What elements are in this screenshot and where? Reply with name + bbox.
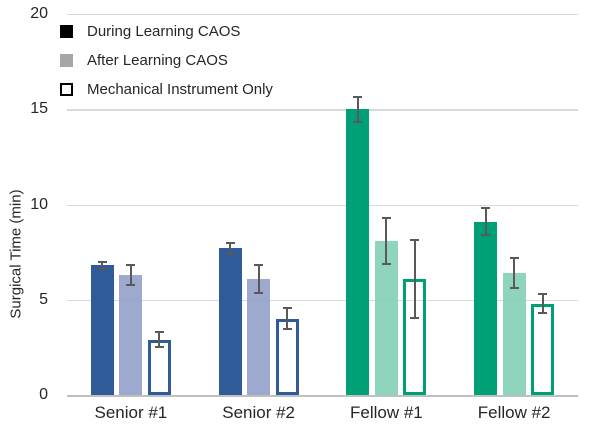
error-bar-mechanical-instrument-only-fellow-2 [538,293,548,315]
bar-during-learning-caos-fellow-2 [474,221,498,395]
error-bar-line [158,331,161,349]
y-tick-label-5: 5 [39,290,48,308]
error-bar-line [413,238,416,319]
error-bar-cap-top [353,95,363,98]
error-bar-cap-top [381,216,391,219]
error-bar-mechanical-instrument-only-fellow-1 [410,238,420,319]
error-bar-cap-top [282,307,292,310]
error-bar-line [229,241,232,255]
y-tick-label-0: 0 [39,386,48,403]
error-bar-cap-top [126,263,136,266]
error-bar-line [513,256,516,290]
error-bar-cap-top [410,238,420,241]
error-bar-cap-top [225,241,235,244]
error-bar-cap-bottom [282,328,292,331]
legend-item-mechanical-instrument-only: Mechanical Instrument Only [60,82,273,97]
bar-after-learning-caos-fellow-1 [374,240,398,395]
error-bar-cap-bottom [126,284,136,287]
error-bar-cap-bottom [509,287,519,290]
error-bar-cap-top [509,256,519,259]
error-bar-during-learning-caos-senior-1 [97,260,107,271]
error-bar-cap-top [481,207,491,210]
error-bar-cap-top [97,260,107,263]
error-bar-cap-bottom [481,233,491,236]
bar-after-learning-caos-fellow-2 [502,273,526,395]
error-bar-cap-bottom [154,346,164,349]
gridline-10 [67,204,578,206]
error-bar-cap-bottom [225,252,235,255]
error-bar-after-learning-caos-fellow-2 [509,256,519,290]
error-bar-after-learning-caos-fellow-1 [381,216,391,265]
legend: During Learning CAOS After Learning CAOS M… [60,24,273,111]
error-bar-cap-bottom [97,268,107,271]
gridline-15 [67,109,578,111]
error-bar-line [356,95,359,123]
error-bar-cap-top [254,263,264,266]
error-bar-line [101,260,104,271]
y-tick-label-15: 15 [30,100,48,118]
x-category-label-fellow-2: Fellow #2 [477,403,551,422]
error-bar-line [385,216,388,265]
x-category-label-senior-2: Senior #2 [222,403,296,422]
error-bar-after-learning-caos-senior-1 [126,263,136,287]
bar-after-learning-caos-senior-1 [119,275,143,395]
bar-mechanical-instrument-only-senior-2 [275,318,299,395]
y-tick-label-10: 10 [30,195,48,213]
error-bar-cap-bottom [538,312,548,315]
bar-during-learning-caos-senior-2 [218,248,242,395]
error-bar-during-learning-caos-senior-2 [225,241,235,255]
x-category-label-fellow-1: Fellow #1 [349,403,423,422]
legend-swatch-white-outlined-icon [60,83,73,96]
gridline-5 [67,299,578,302]
legend-label: After Learning CAOS [87,52,228,69]
error-bar-line [129,263,132,287]
error-bar-cap-top [538,293,548,296]
error-bar-mechanical-instrument-only-senior-2 [282,307,292,331]
bar-during-learning-caos-senior-1 [90,265,114,395]
error-bar-cap-bottom [254,292,264,295]
plot-area [67,14,578,397]
x-category-label-senior-1: Senior #1 [94,403,168,422]
bar-during-learning-caos-fellow-1 [346,109,370,395]
legend-label: During Learning CAOS [87,23,241,40]
error-bar-line [541,293,544,315]
error-bar-line [257,263,260,295]
legend-item-during-learning-caos: During Learning CAOS [60,24,273,39]
error-bar-during-learning-caos-fellow-2 [481,207,491,236]
error-bar-during-learning-caos-fellow-1 [353,95,363,123]
error-bar-cap-top [154,331,164,334]
error-bar-line [484,207,487,236]
legend-swatch-gray-filled-icon [60,54,73,67]
error-bar-cap-bottom [381,262,391,265]
legend-item-after-learning-caos: After Learning CAOS [60,53,273,68]
error-bar-mechanical-instrument-only-senior-1 [154,331,164,349]
y-tick-label-20: 20 [30,5,48,22]
error-bar-cap-bottom [353,120,363,123]
bar-after-learning-caos-senior-2 [247,278,271,395]
error-bar-cap-bottom [410,316,420,319]
bar-mechanical-instrument-only-fellow-2 [531,303,555,395]
gridline-20 [67,14,578,16]
error-bar-line [286,307,289,331]
error-bar-after-learning-caos-senior-2 [254,263,264,295]
legend-swatch-black-filled-icon [60,25,73,38]
legend-label: Mechanical Instrument Only [87,81,273,98]
